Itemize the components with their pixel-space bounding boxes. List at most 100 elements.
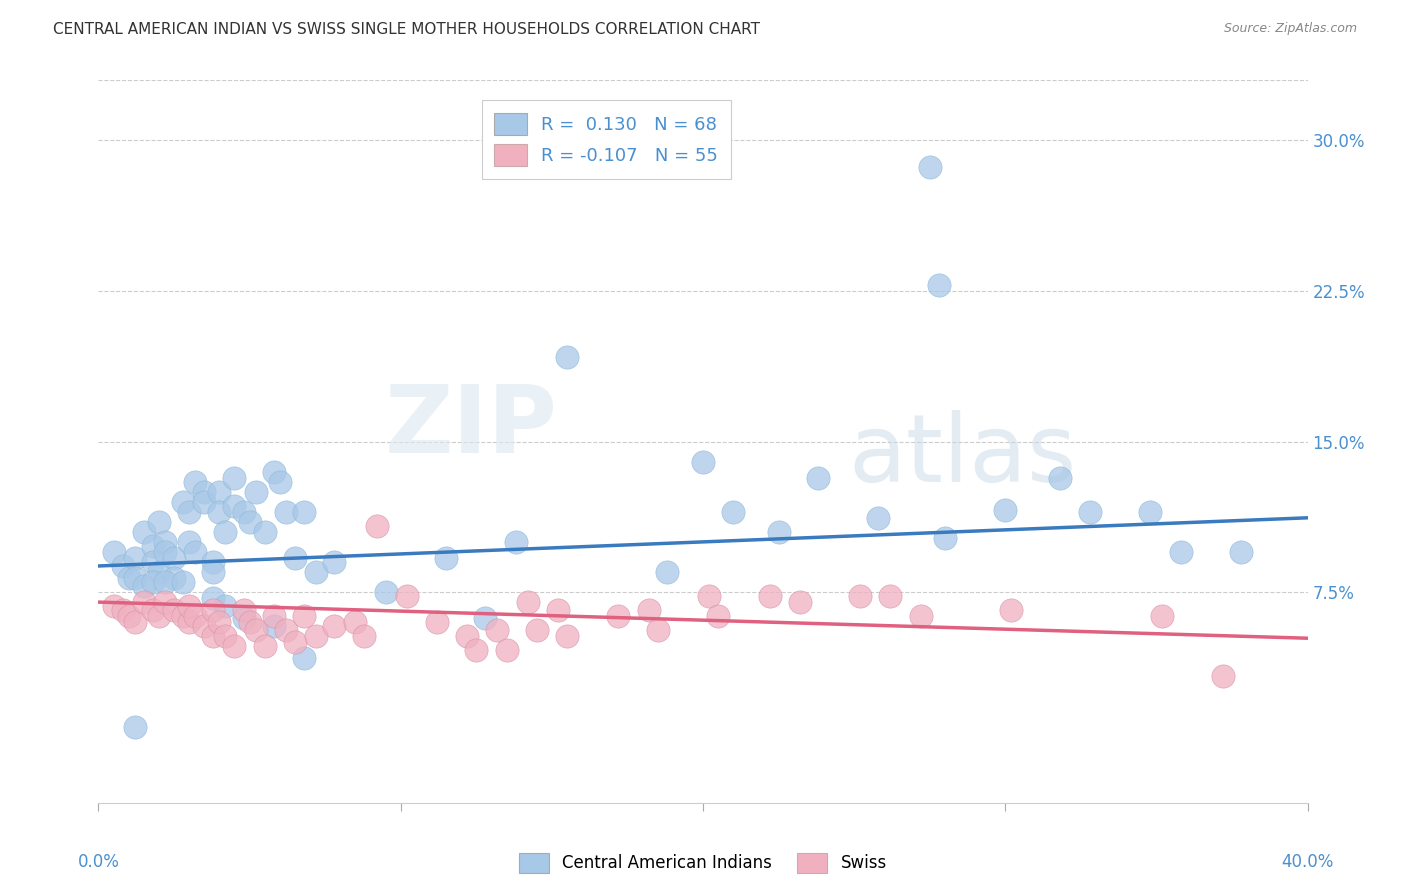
Point xyxy=(1230,545,1253,559)
Point xyxy=(148,565,170,579)
Point xyxy=(163,551,186,566)
Point xyxy=(456,629,478,643)
Point xyxy=(292,651,315,665)
Point xyxy=(202,565,225,579)
Point xyxy=(263,609,285,624)
Point xyxy=(111,603,134,617)
Point xyxy=(692,454,714,469)
Point xyxy=(111,558,134,574)
Point xyxy=(292,609,315,624)
Point xyxy=(1170,545,1192,559)
Point xyxy=(142,574,165,589)
Point xyxy=(179,615,201,630)
Point xyxy=(918,160,941,174)
Point xyxy=(208,615,231,630)
Point xyxy=(118,609,141,624)
Point xyxy=(202,555,225,569)
Point xyxy=(132,579,155,593)
Point xyxy=(305,629,328,643)
Point xyxy=(426,615,449,630)
Point xyxy=(474,611,496,625)
Point xyxy=(239,515,262,529)
Point xyxy=(245,484,267,499)
Point xyxy=(124,551,146,566)
Point xyxy=(224,471,246,485)
Point xyxy=(148,515,170,529)
Point xyxy=(214,599,236,614)
Point xyxy=(323,619,346,633)
Point xyxy=(148,609,170,624)
Point xyxy=(263,465,285,479)
Point xyxy=(224,499,246,513)
Point xyxy=(214,524,236,539)
Point xyxy=(172,609,194,624)
Point xyxy=(153,545,176,559)
Point xyxy=(1139,505,1161,519)
Point xyxy=(465,643,488,657)
Point xyxy=(193,619,215,633)
Point xyxy=(1049,471,1071,485)
Point xyxy=(179,599,201,614)
Point xyxy=(274,505,297,519)
Point xyxy=(163,571,186,585)
Point xyxy=(486,623,509,637)
Point xyxy=(305,565,328,579)
Point xyxy=(208,484,231,499)
Point xyxy=(707,609,730,624)
Text: CENTRAL AMERICAN INDIAN VS SWISS SINGLE MOTHER HOUSEHOLDS CORRELATION CHART: CENTRAL AMERICAN INDIAN VS SWISS SINGLE … xyxy=(53,22,761,37)
Point xyxy=(172,494,194,508)
Point xyxy=(202,629,225,643)
Point xyxy=(495,643,517,657)
Point xyxy=(323,555,346,569)
Point xyxy=(1078,505,1101,519)
Point xyxy=(928,277,950,292)
Point xyxy=(366,519,388,533)
Point xyxy=(153,574,176,589)
Point xyxy=(1000,603,1022,617)
Point xyxy=(269,475,291,489)
Point xyxy=(142,603,165,617)
Text: 0.0%: 0.0% xyxy=(77,853,120,871)
Legend: Central American Indians, Swiss: Central American Indians, Swiss xyxy=(512,847,894,880)
Point xyxy=(768,524,790,539)
Point xyxy=(232,603,254,617)
Point xyxy=(153,595,176,609)
Point xyxy=(224,639,246,653)
Point xyxy=(124,571,146,585)
Point xyxy=(103,599,125,614)
Point xyxy=(132,524,155,539)
Point xyxy=(910,609,932,624)
Point xyxy=(184,609,207,624)
Point xyxy=(193,494,215,508)
Point xyxy=(232,611,254,625)
Point xyxy=(395,589,418,603)
Point xyxy=(758,589,780,603)
Point xyxy=(555,629,578,643)
Point xyxy=(142,555,165,569)
Text: Source: ZipAtlas.com: Source: ZipAtlas.com xyxy=(1223,22,1357,36)
Point xyxy=(1212,669,1234,683)
Point xyxy=(697,589,720,603)
Legend: R =  0.130   N = 68, R = -0.107   N = 55: R = 0.130 N = 68, R = -0.107 N = 55 xyxy=(482,100,731,178)
Point xyxy=(434,551,457,566)
Point xyxy=(253,524,276,539)
Point xyxy=(202,603,225,617)
Point xyxy=(994,503,1017,517)
Point xyxy=(284,635,307,649)
Point xyxy=(193,484,215,499)
Point xyxy=(505,534,527,549)
Point xyxy=(807,471,830,485)
Point xyxy=(516,595,538,609)
Point xyxy=(245,623,267,637)
Point xyxy=(263,619,285,633)
Point xyxy=(284,551,307,566)
Point xyxy=(172,574,194,589)
Text: 40.0%: 40.0% xyxy=(1281,853,1334,871)
Point xyxy=(526,623,548,637)
Point xyxy=(208,505,231,519)
Text: ZIP: ZIP xyxy=(385,381,558,473)
Point xyxy=(934,531,956,545)
Point xyxy=(868,510,890,524)
Point xyxy=(239,615,262,630)
Point xyxy=(153,534,176,549)
